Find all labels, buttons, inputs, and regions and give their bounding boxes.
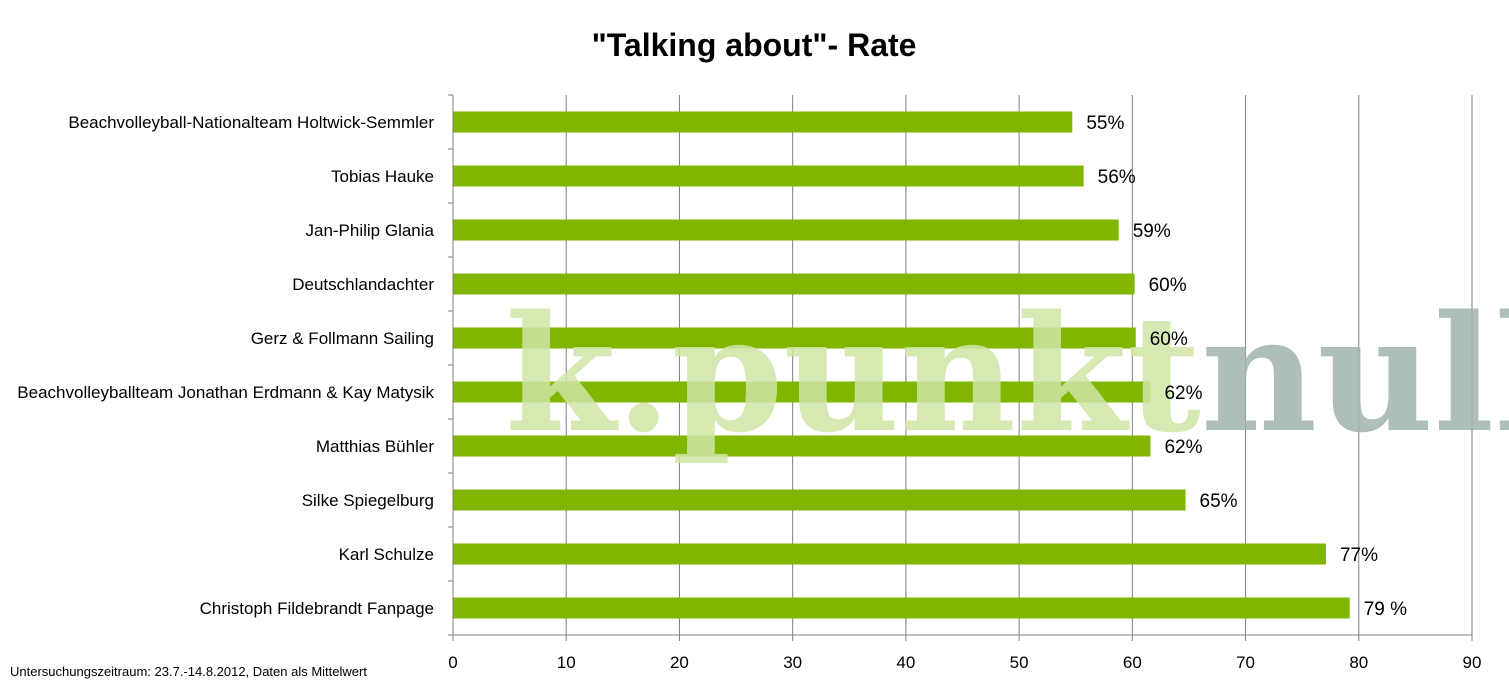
bar-6: [453, 435, 1151, 457]
category-label-2: Jan-Philip Glania: [305, 221, 434, 240]
chart-title: "Talking about"- Rate: [592, 27, 917, 63]
data-label-4: 60%: [1150, 329, 1188, 350]
x-tick-labels: 0 10 20 30 40 50 60 70 80 90: [448, 653, 1481, 672]
x-tick-label-70: 70: [1236, 653, 1255, 672]
data-label-3: 60%: [1149, 275, 1187, 296]
category-label-8: Karl Schulze: [339, 545, 434, 564]
data-label-5: 62%: [1164, 383, 1202, 404]
watermark-part-1: k.punkt: [505, 280, 1201, 468]
data-label-7: 65%: [1200, 491, 1238, 512]
category-label-1: Tobias Hauke: [331, 167, 434, 186]
axes: [448, 94, 1473, 641]
bar-1: [453, 165, 1084, 187]
category-label-0: Beachvolleyball-Nationalteam Holtwick-Se…: [68, 113, 434, 132]
category-labels: Beachvolleyball-Nationalteam Holtwick-Se…: [17, 113, 434, 618]
category-label-3: Deutschlandachter: [292, 275, 434, 294]
x-tick-label-50: 50: [1010, 653, 1029, 672]
data-label-9: 79 %: [1364, 599, 1407, 620]
x-tick-label-20: 20: [670, 653, 689, 672]
category-label-6: Matthias Bühler: [316, 437, 434, 456]
data-label-8: 77%: [1340, 545, 1378, 566]
watermark-text: k.punktnull: [505, 280, 1509, 468]
data-label-0: 55%: [1086, 113, 1124, 134]
footnote: Untersuchungszeitraum: 23.7.-14.8.2012, …: [10, 664, 367, 679]
watermark-logo: k.punktnull: [505, 280, 1509, 468]
category-label-5: Beachvolleyballteam Jonathan Erdmann & K…: [17, 383, 434, 402]
data-labels: 55% 56% 59% 60% 60% 62% 62% 65% 77% 79 %: [1086, 113, 1407, 620]
x-tick-label-60: 60: [1123, 653, 1142, 672]
watermark-part-2: null: [1201, 280, 1509, 468]
bar-5: [453, 381, 1151, 403]
bar-3: [453, 273, 1135, 295]
data-label-6: 62%: [1164, 437, 1202, 458]
bar-0: [453, 111, 1073, 133]
x-tick-label-10: 10: [557, 653, 576, 672]
x-tick-label-80: 80: [1349, 653, 1368, 672]
bar-4: [453, 327, 1136, 349]
bar-9: [453, 597, 1350, 619]
x-tick-label-40: 40: [896, 653, 915, 672]
data-label-2: 59%: [1133, 221, 1171, 242]
x-tick-label-30: 30: [783, 653, 802, 672]
data-label-1: 56%: [1098, 167, 1136, 188]
bar-8: [453, 543, 1326, 565]
category-label-4: Gerz & Follmann Sailing: [251, 329, 434, 348]
bars: [453, 111, 1350, 619]
category-label-9: Christoph Fildebrandt Fanpage: [200, 599, 434, 618]
bar-7: [453, 489, 1186, 511]
x-tick-label-90: 90: [1463, 653, 1482, 672]
category-label-7: Silke Spiegelburg: [302, 491, 434, 510]
x-tick-label-0: 0: [448, 653, 457, 672]
bar-2: [453, 219, 1119, 241]
